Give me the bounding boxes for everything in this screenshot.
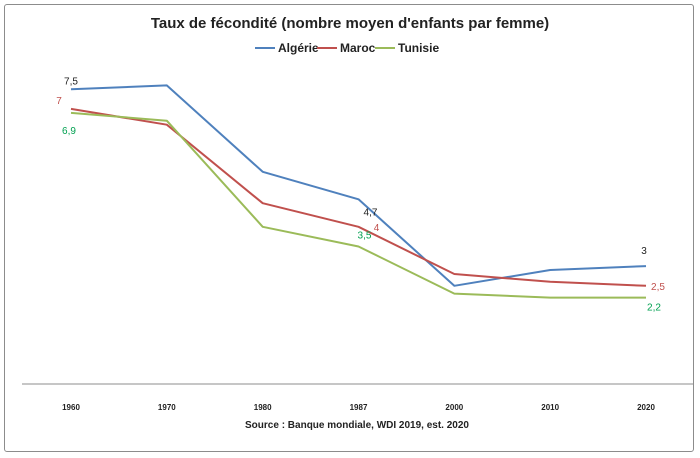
data-label: 7,5 [64,76,78,87]
x-tick-label: 1987 [350,403,368,412]
legend: Algérie Maroc Tunisie [255,41,439,55]
data-label: 7 [56,96,62,107]
source-note: Source : Banque mondiale, WDI 2019, est.… [245,420,469,431]
series-line [70,107,647,287]
x-tick-label: 2010 [541,403,559,412]
series-lines [70,84,647,299]
legend-label: Maroc [340,41,376,55]
data-label: 3 [641,246,647,257]
legend-label: Algérie [278,41,319,55]
chart-title: Taux de fécondité (nombre moyen d'enfant… [151,15,549,32]
x-tick-label: 2020 [637,403,655,412]
x-tick-label: 1960 [62,403,80,412]
x-axis-ticks: 1960 1970 1980 1987 2000 2010 2020 [62,403,655,412]
x-tick-label: 1970 [158,403,176,412]
data-label: 3,5 [358,230,372,241]
data-label: 4 [374,223,380,234]
x-tick-label: 1980 [254,403,272,412]
data-labels: 7,57 6,9 4,7 43,5 3 2,5 2,2 [56,76,665,313]
legend-label: Tunisie [398,41,439,55]
data-label: 2,2 [647,303,661,314]
series-line [70,84,647,287]
chart-frame [4,4,694,452]
data-label: 4,7 [364,207,378,218]
x-tick-label: 2000 [445,403,463,412]
data-label: 6,9 [62,126,76,137]
data-label: 2,5 [651,282,665,293]
series-line [70,111,646,299]
